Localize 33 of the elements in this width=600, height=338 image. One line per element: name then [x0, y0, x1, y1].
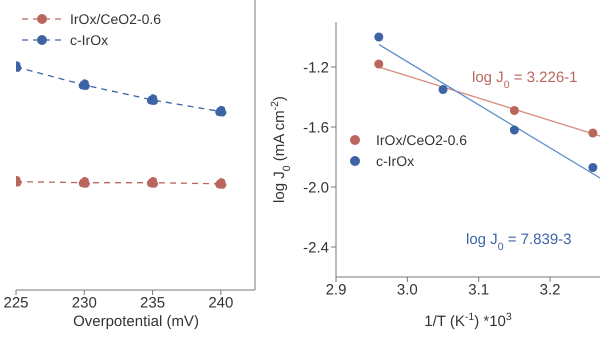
y-tick-label: -1.2: [303, 59, 329, 76]
point: [78, 79, 90, 91]
point: [374, 59, 384, 69]
point: [510, 125, 519, 135]
point: [588, 128, 598, 138]
point: [438, 84, 448, 94]
x-tick-label: 3.1: [468, 282, 490, 299]
annotation: log J$_{0}$ = 7.839-3: [466, 231, 572, 253]
point: [78, 177, 90, 188]
x-tick-label: 225: [3, 294, 29, 312]
x-tick-label: 240: [208, 294, 234, 312]
point: [215, 106, 227, 118]
y-tick-label: -2.0: [303, 179, 329, 196]
x-axis-title: Overpotential (mV): [73, 313, 199, 330]
x-tick-label: 3.0: [396, 282, 418, 299]
point: [215, 178, 227, 190]
legend-label: IrOx/CeO2-0.6: [70, 10, 162, 26]
point: [374, 32, 384, 42]
x-tick-label: 230: [72, 294, 97, 312]
x-tick-label: 2.9: [326, 282, 346, 299]
x-tick-label: 3.2: [540, 282, 560, 299]
point: [146, 94, 158, 106]
legend-label: c-IrOx: [70, 32, 108, 48]
x-tick-label: 235: [140, 294, 166, 312]
x-axis-title: 1/T (K$^{-1}$) *10$^{3}$: [424, 311, 512, 330]
y-tick-label: -2.4: [303, 239, 329, 256]
annotation: log J$_{0}$ = 3.226-1: [472, 69, 578, 91]
legend-label: IrOx/CeO2-0.6: [376, 132, 468, 148]
y-tick-label: -1.6: [303, 119, 329, 136]
legend-label: c-IrOx: [376, 152, 414, 169]
point: [588, 162, 598, 172]
point: [146, 177, 158, 188]
point: [510, 106, 519, 116]
